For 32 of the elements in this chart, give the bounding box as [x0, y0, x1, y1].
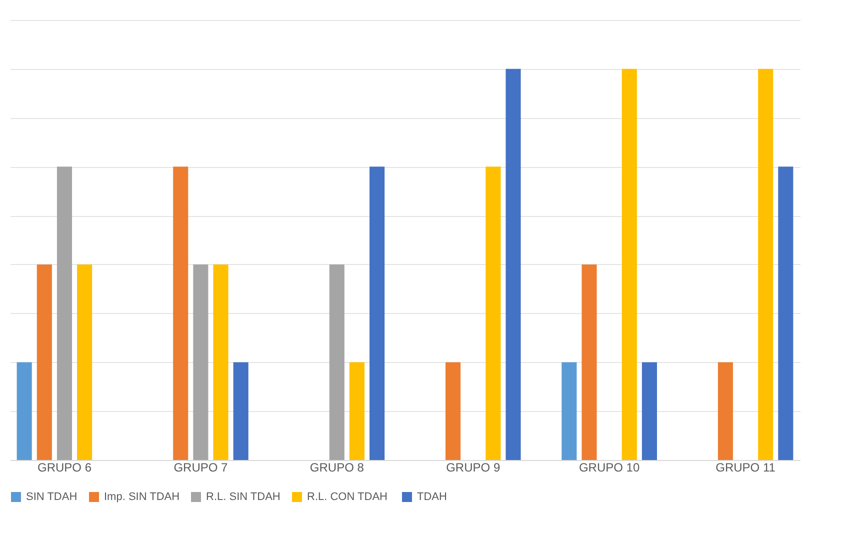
bar	[778, 166, 794, 460]
bar	[173, 166, 188, 460]
bar	[193, 264, 208, 460]
bar	[562, 362, 577, 460]
bar	[446, 362, 461, 460]
bar	[582, 264, 597, 460]
x-tick-label: GRUPO 7	[174, 460, 228, 474]
bar	[56, 166, 72, 460]
x-tick-label: GRUPO 6	[37, 460, 92, 474]
bar	[329, 264, 344, 460]
x-tick-label: GRUPO 10	[578, 460, 640, 474]
bar	[16, 362, 32, 460]
bar	[77, 264, 92, 460]
x-tick-label: GRUPO 8	[310, 460, 364, 474]
bar	[213, 264, 228, 460]
bar	[36, 264, 52, 460]
bar	[758, 68, 774, 460]
bar	[349, 362, 364, 460]
bar	[486, 166, 501, 460]
legend-label: TDAH	[417, 491, 447, 503]
legend-label: Imp. SIN TDAH	[104, 491, 180, 503]
bar	[370, 166, 385, 460]
legend-label: SIN TDAH	[26, 491, 78, 503]
legend-label: R.L. SIN TDAH	[206, 491, 280, 503]
bar	[718, 362, 733, 460]
bar	[622, 68, 637, 460]
bar	[642, 362, 657, 460]
legend-label: R.L. CON TDAH	[307, 491, 388, 503]
x-tick-label: GRUPO 9	[446, 460, 500, 474]
bar	[506, 68, 521, 460]
x-tick-label: GRUPO 11	[716, 460, 776, 474]
bar	[233, 362, 248, 460]
